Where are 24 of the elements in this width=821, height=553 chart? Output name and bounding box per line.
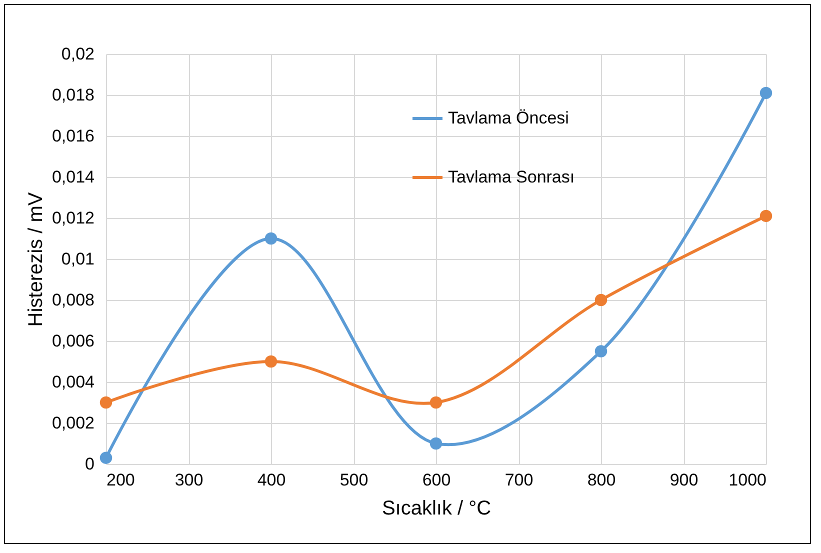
- x-tick-label: 400: [257, 470, 286, 490]
- y-tick-label: 0,012: [52, 208, 94, 228]
- x-tick-label: 900: [670, 470, 698, 490]
- x-axis-title: Sıcaklık / °C: [382, 498, 492, 520]
- y-tick-label: 0,02: [61, 44, 94, 64]
- x-tick-label: 700: [504, 470, 534, 490]
- y-tick-label: 0,002: [52, 414, 94, 432]
- x-tick-label: 500: [340, 470, 368, 490]
- x-tick-label: 1000: [728, 470, 766, 490]
- legend-label: Tavlama Sonrası: [448, 168, 575, 186]
- y-axis-title: Histerezis / mV: [24, 192, 47, 327]
- y-tick-label: 0,004: [52, 372, 94, 392]
- x-tick-label: 200: [106, 470, 135, 490]
- legend-label: Tavlama Öncesi: [448, 108, 569, 128]
- y-tick-label: 0,014: [52, 168, 94, 186]
- y-tick-label: 0,016: [52, 126, 94, 146]
- y-tick-label: 0,006: [52, 332, 94, 350]
- x-tick-label: 600: [422, 470, 451, 490]
- y-tick-label: 0: [85, 454, 94, 474]
- y-tick-label: 0,01: [61, 250, 94, 268]
- y-tick-label: 0,018: [52, 86, 94, 104]
- x-tick-label: 800: [587, 470, 616, 490]
- y-tick-label: 0,008: [52, 290, 94, 310]
- x-tick-label: 300: [174, 470, 204, 490]
